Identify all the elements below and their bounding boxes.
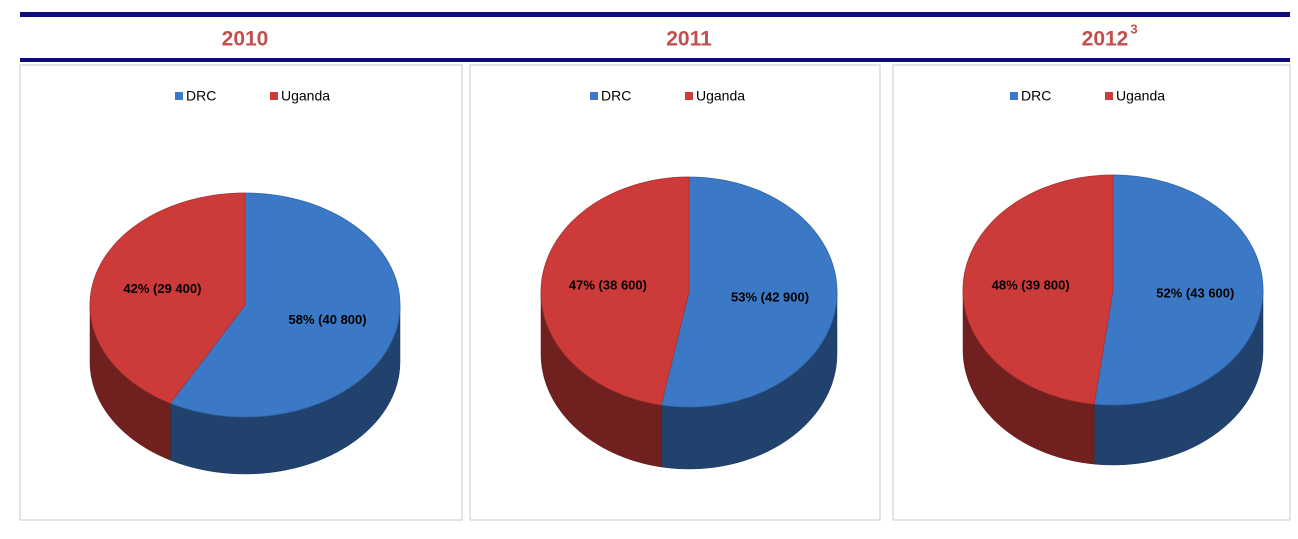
data-label: 42% (29 400) xyxy=(123,281,201,296)
legend-label: DRC xyxy=(186,88,216,104)
chart-title: 2011 xyxy=(666,28,712,51)
chart-title: 2012 xyxy=(1082,28,1129,51)
legend-swatch xyxy=(1105,92,1113,100)
legend-swatch xyxy=(270,92,278,100)
panel-border xyxy=(892,64,1291,521)
panel-border xyxy=(19,64,463,521)
legend-swatch xyxy=(685,92,693,100)
pie-slice xyxy=(540,176,690,406)
panel-border xyxy=(469,64,881,521)
legend-label: Uganda xyxy=(281,88,330,104)
data-label: 47% (38 600) xyxy=(569,277,647,292)
legend-swatch xyxy=(590,92,598,100)
pie-slice xyxy=(1093,174,1264,406)
header-rule xyxy=(20,58,1290,62)
top-rule xyxy=(20,12,1290,17)
data-label: 58% (40 800) xyxy=(289,312,367,327)
legend-label: Uganda xyxy=(1116,88,1165,104)
data-label: 48% (39 800) xyxy=(992,277,1070,292)
pie-slice xyxy=(660,176,838,408)
footnote-mark: 3 xyxy=(1130,21,1137,36)
legend-label: DRC xyxy=(1021,88,1051,104)
pie-slice xyxy=(169,192,401,418)
data-label: 52% (43 600) xyxy=(1156,285,1234,300)
pie-slice xyxy=(962,174,1114,405)
pie-slice xyxy=(89,192,246,404)
chart-title: 2010 xyxy=(222,28,269,51)
legend-label: DRC xyxy=(601,88,631,104)
legend-swatch xyxy=(1010,92,1018,100)
legend-swatch xyxy=(175,92,183,100)
data-label: 53% (42 900) xyxy=(731,289,809,304)
legend-label: Uganda xyxy=(696,88,745,104)
